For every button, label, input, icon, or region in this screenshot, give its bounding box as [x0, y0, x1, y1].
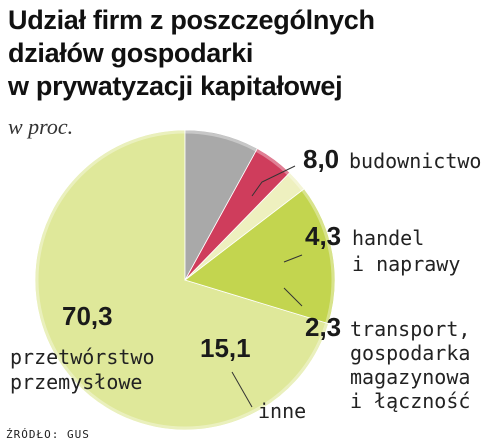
slice-category-label-2: inne — [258, 399, 306, 423]
slice-category-line: budownictwo — [349, 149, 481, 173]
slice-category-line: przetwórstwo — [10, 345, 155, 369]
source-note: ŹRÓDŁO: GUS — [6, 428, 90, 441]
leader-line-4 — [283, 254, 303, 263]
pie-slice-1 — [34, 129, 330, 431]
slice-category-label-4: handel i naprawy — [352, 226, 460, 276]
pie-slice-2 — [184, 188, 336, 325]
pie-highlight — [35, 130, 335, 430]
slice-value-label-3: 2,3 — [305, 312, 341, 342]
slice-category-label-3: transport, gospodarka magazynowa i łączność — [350, 317, 470, 413]
slice-value-label-2: 15,1 — [200, 333, 251, 363]
unit-label: w proc. — [8, 114, 74, 139]
title-line-3: w prywatyzacji kapitałowej — [8, 71, 343, 101]
slice-category-line: gospodarka — [350, 341, 470, 365]
slice-category-label-5: budownictwo — [349, 149, 481, 173]
slice-category-line: magazynowa — [350, 365, 470, 389]
chart-title: Udział firm z poszczególnych działów gos… — [8, 4, 488, 103]
leader-line-3 — [283, 287, 303, 307]
slice-category-line: przemysłowe — [10, 370, 142, 394]
slice-value-label-4: 4,3 — [305, 221, 341, 251]
slice-category-line: i łączność — [350, 389, 470, 413]
slice-category-line: transport, — [350, 317, 470, 341]
slice-value-label-5: 8,0 — [303, 144, 339, 174]
slice-value-label-1: 70,3 — [62, 301, 113, 331]
title-line-1: Udział firm z poszczególnych — [8, 5, 375, 35]
pie-slice-5 — [184, 129, 258, 281]
slice-category-line: inne — [258, 399, 306, 423]
slice-category-line: handel — [352, 226, 424, 250]
slice-category-label-1: przetwórstwo przemysłowe — [10, 345, 155, 394]
title-line-2: działów gospodarki — [8, 38, 254, 68]
leader-line-5 — [251, 165, 296, 197]
slice-category-line: i naprawy — [352, 252, 460, 276]
leader-line-2 — [231, 371, 253, 408]
